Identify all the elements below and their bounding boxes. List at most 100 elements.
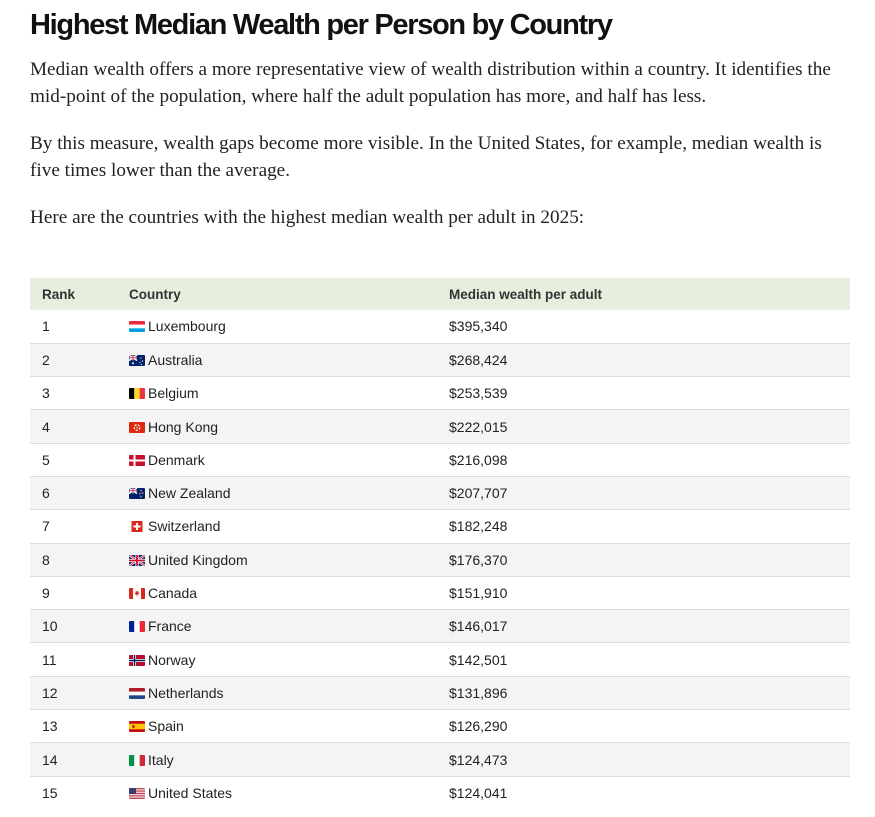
table-header-row: Rank Country Median wealth per adult [30, 278, 850, 310]
table-row: 9 Canada $151,910 [30, 576, 850, 610]
country-name: Hong Kong [148, 418, 219, 435]
country-cell: Luxembourg [117, 310, 437, 343]
table-row: 7 Switzerland $182,248 [30, 510, 850, 544]
table-row: 1 Luxembourg $395,340 [30, 310, 850, 344]
intro-paragraph: Median wealth offers a more representati… [30, 59, 831, 107]
median-wealth-cell: $131,896 [449, 684, 508, 701]
header-median-wealth: Median wealth per adult [449, 286, 603, 302]
rank-cell: 5 [42, 451, 50, 468]
rank-cell: 9 [42, 585, 50, 602]
country-cell: Netherlands [117, 676, 437, 709]
country-cell: New Zealand [117, 476, 437, 509]
median-wealth-cell: $182,248 [449, 518, 508, 535]
table-row: 12 Netherlands $131,896 [30, 676, 850, 710]
country-name: Luxembourg [148, 318, 226, 335]
table-row: 6 New Zealand $207,707 [30, 476, 850, 510]
median-wealth-cell: $222,015 [449, 418, 508, 435]
table-body: 1 Luxembourg $395,340 2 Australia $268,424 3 Be… [30, 310, 850, 809]
median-wealth-cell: $216,098 [449, 451, 508, 468]
country-name: United Kingdom [148, 551, 248, 568]
country-name: Belgium [148, 385, 199, 402]
median-wealth-cell: $124,041 [449, 785, 508, 802]
rank-cell: 15 [42, 785, 58, 802]
country-name: Switzerland [148, 518, 221, 535]
country-name: United States [148, 785, 233, 802]
median-wealth-cell: $253,539 [449, 385, 508, 402]
country-cell: Spain [117, 710, 437, 743]
denmark-flag-icon [129, 454, 145, 466]
norway-flag-icon [129, 654, 145, 666]
table-row: 2 Australia $268,424 [30, 343, 850, 377]
median-wealth-cell: $126,290 [449, 718, 508, 735]
rank-cell: 14 [42, 751, 58, 768]
wealth-table: Rank Country Median wealth per adult 1 Lu… [30, 278, 850, 809]
header-country: Country [129, 286, 181, 302]
country-cell: United Kingdom [117, 543, 437, 576]
article: Highest Median Wealth per Person by Coun… [30, 0, 850, 801]
median-wealth-cell: $395,340 [449, 318, 508, 335]
australia-flag-icon [129, 354, 145, 366]
table-row: 4 Hong Kong $222,015 [30, 409, 850, 444]
table-row: 15 United States $124,041 [30, 776, 850, 809]
country-name: Australia [148, 351, 203, 368]
belgium-flag-icon [129, 388, 145, 400]
rank-cell: 1 [42, 318, 50, 335]
median-wealth-cell: $142,501 [449, 651, 508, 668]
new-zealand-flag-icon [129, 488, 145, 500]
country-name: Spain [148, 718, 184, 735]
table-row: 13 Spain $126,290 [30, 710, 850, 743]
netherlands-flag-icon [129, 687, 145, 699]
france-flag-icon [129, 621, 145, 633]
table-row: 8 United Kingdom $176,370 [30, 543, 850, 577]
median-wealth-cell: $176,370 [449, 551, 508, 568]
country-cell: France [117, 610, 437, 643]
country-cell: Switzerland [117, 510, 437, 543]
country-name: Netherlands [148, 684, 224, 701]
table-row: 5 Denmark $216,098 [30, 443, 850, 477]
page-title: Highest Median Wealth per Person by Coun… [30, 9, 613, 41]
rank-cell: 4 [42, 418, 50, 435]
rank-cell: 10 [42, 618, 58, 635]
country-name: France [148, 618, 192, 635]
country-cell: Denmark [117, 443, 437, 476]
country-name: Denmark [148, 451, 205, 468]
median-wealth-cell: $207,707 [449, 485, 508, 502]
switzerland-flag-icon [129, 521, 145, 533]
median-wealth-cell: $268,424 [449, 351, 508, 368]
country-cell: United States [117, 776, 437, 809]
rank-cell: 12 [42, 684, 58, 701]
country-name: Canada [148, 585, 198, 602]
median-wealth-cell: $151,910 [449, 585, 508, 602]
table-row: 3 Belgium $253,539 [30, 377, 850, 410]
rank-cell: 8 [42, 551, 50, 568]
country-cell: Italy [117, 743, 437, 776]
table-row: 10 France $146,017 [30, 609, 850, 643]
country-name: Norway [148, 651, 196, 668]
country-cell: Norway [117, 643, 437, 676]
median-wealth-cell: $124,473 [449, 751, 508, 768]
united-kingdom-flag-icon [129, 554, 145, 566]
country-name: New Zealand [148, 485, 231, 502]
rank-cell: 3 [42, 385, 50, 402]
italy-flag-icon [129, 754, 145, 766]
country-cell: Australia [117, 343, 437, 376]
country-cell: Canada [117, 576, 437, 609]
explanation-paragraph: By this measure, wealth gaps become more… [30, 133, 822, 181]
canada-flag-icon [129, 588, 145, 600]
country-name: Italy [148, 751, 174, 768]
hong-kong-flag-icon [129, 421, 145, 433]
spain-flag-icon [129, 721, 145, 733]
table-lead-paragraph: Here are the countries with the highest … [30, 207, 585, 228]
rank-cell: 2 [42, 351, 50, 368]
country-cell: Hong Kong [117, 410, 437, 443]
median-wealth-cell: $146,017 [449, 618, 508, 635]
rank-cell: 7 [42, 518, 50, 535]
header-rank: Rank [42, 286, 76, 302]
rank-cell: 6 [42, 485, 50, 502]
rank-cell: 13 [42, 718, 58, 735]
country-cell: Belgium [117, 377, 437, 410]
table-row: 14 Italy $124,473 [30, 742, 850, 777]
united-states-flag-icon [129, 788, 145, 800]
table-row: 11 Norway $142,501 [30, 643, 850, 677]
rank-cell: 11 [42, 651, 57, 668]
